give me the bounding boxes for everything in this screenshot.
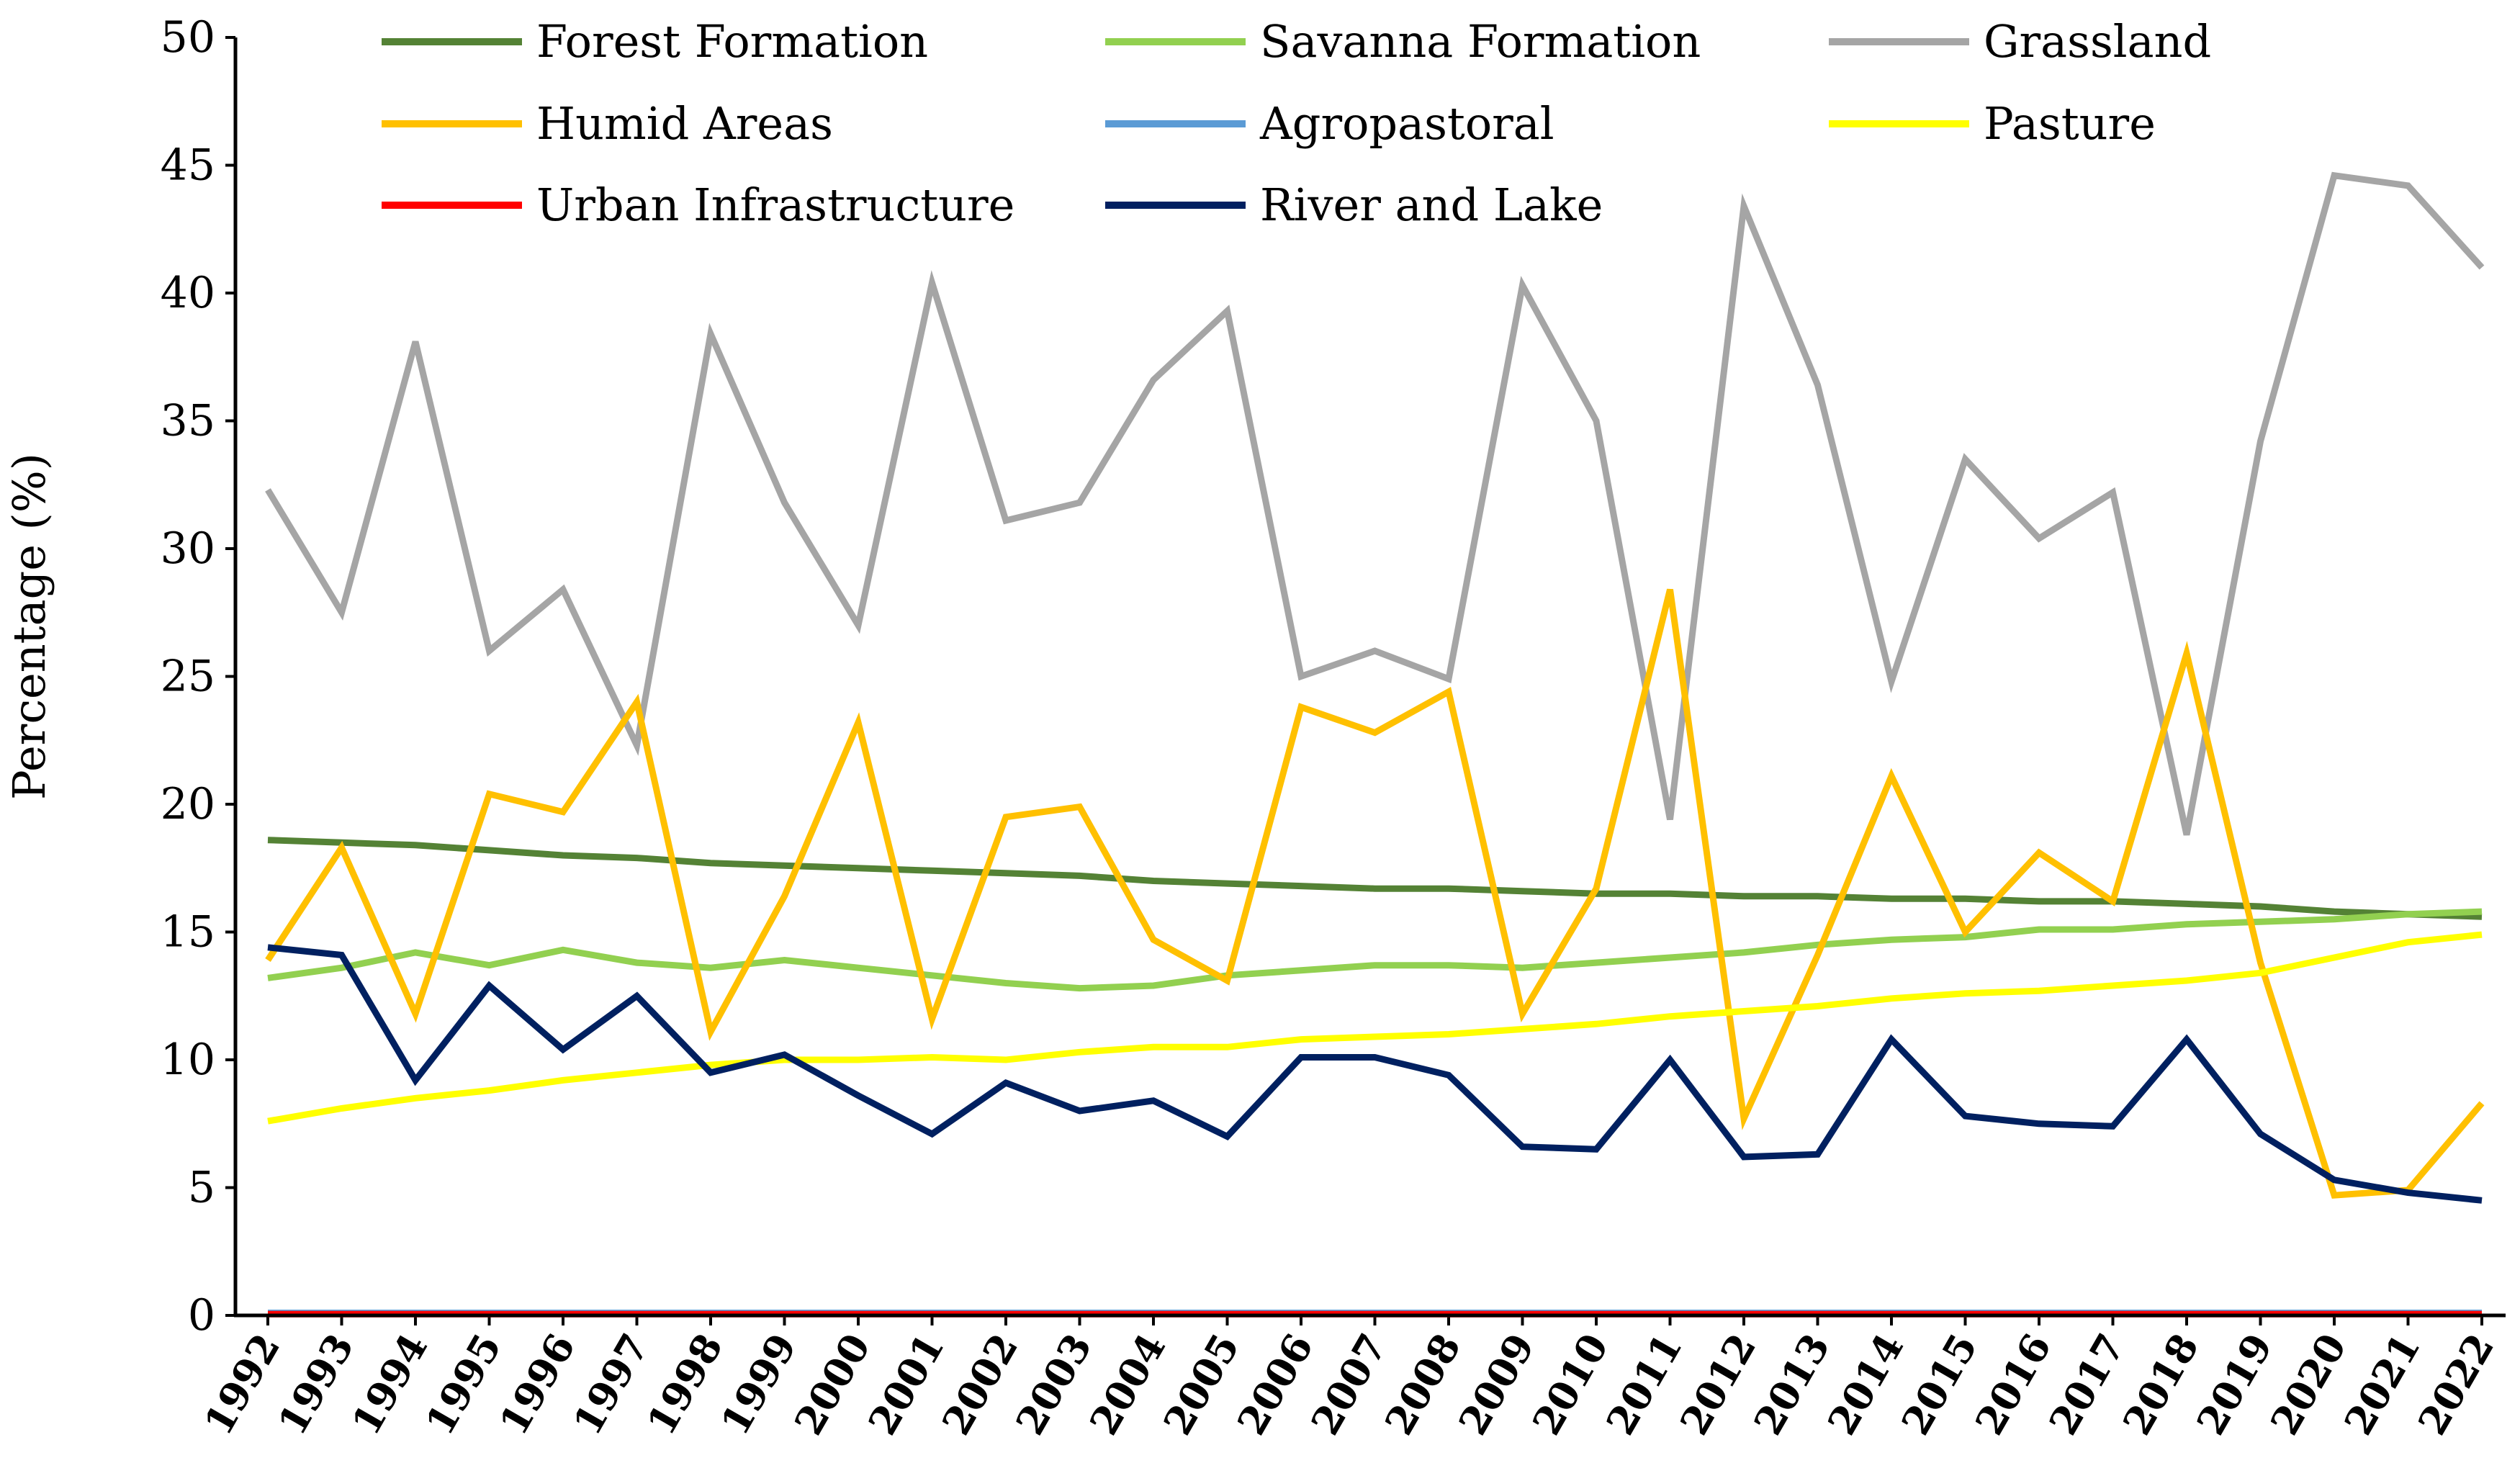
x-tick-label: 1994 bbox=[343, 1326, 437, 1443]
x-tick-label: 2019 bbox=[2187, 1326, 2282, 1443]
x-tick-label: 2003 bbox=[1007, 1326, 1101, 1443]
y-tick-label: 50 bbox=[161, 12, 215, 63]
x-tick-label: 2020 bbox=[2262, 1326, 2356, 1443]
legend-label-forest-formation: Forest Formation bbox=[536, 15, 928, 68]
x-tick-label: 1999 bbox=[711, 1326, 806, 1443]
legend-label-pasture: Pasture bbox=[1984, 97, 2156, 150]
y-tick-label: 35 bbox=[161, 396, 215, 446]
legend-label-savanna-formation: Savanna Formation bbox=[1260, 15, 1701, 68]
x-tick-label: 2002 bbox=[933, 1326, 1027, 1443]
legend-label-grassland: Grassland bbox=[1984, 15, 2211, 68]
y-tick-label: 45 bbox=[161, 140, 215, 191]
x-tick-label: 2022 bbox=[2409, 1326, 2503, 1443]
legend: Forest Formation Savanna Formation Grassla… bbox=[382, 15, 2211, 231]
x-tick-label: 2001 bbox=[859, 1326, 953, 1443]
x-tick-label: 2010 bbox=[1524, 1326, 1618, 1443]
x-tick-label: 2021 bbox=[2335, 1326, 2429, 1443]
x-tick-label: 2011 bbox=[1597, 1326, 1691, 1443]
series-line-humid-areas bbox=[265, 588, 2485, 1199]
y-tick-label: 0 bbox=[188, 1290, 215, 1341]
x-tick-label: 1995 bbox=[416, 1326, 510, 1443]
x-tick-label: 2017 bbox=[2040, 1326, 2134, 1443]
x-tick-label: 2000 bbox=[786, 1326, 880, 1443]
x-tick-label: 1993 bbox=[269, 1326, 363, 1443]
y-axis-title: Percentage (%) bbox=[3, 453, 55, 800]
x-tick-label: 2014 bbox=[1819, 1326, 1913, 1443]
x-tick-label: 1997 bbox=[564, 1326, 658, 1443]
y-tick-label: 40 bbox=[161, 268, 215, 318]
x-axis-ticks: 1992199319941995199619971998199920002001… bbox=[195, 1315, 2503, 1443]
y-tick-label: 15 bbox=[161, 907, 215, 958]
x-tick-label: 2009 bbox=[1449, 1326, 1544, 1443]
x-tick-label: 2013 bbox=[1745, 1326, 1839, 1443]
legend-label-agropastoral: Agropastoral bbox=[1259, 97, 1554, 150]
x-tick-label: 2004 bbox=[1081, 1326, 1175, 1443]
x-tick-label: 2005 bbox=[1154, 1326, 1248, 1443]
x-tick-label: 1996 bbox=[490, 1326, 585, 1443]
x-tick-label: 2006 bbox=[1228, 1326, 1323, 1443]
x-tick-label: 2012 bbox=[1671, 1326, 1765, 1443]
x-tick-label: 2007 bbox=[1302, 1326, 1396, 1443]
x-tick-label: 1992 bbox=[195, 1326, 289, 1443]
x-tick-label: 2015 bbox=[1892, 1326, 1986, 1443]
series-line-river-and-lake bbox=[267, 944, 2483, 1204]
y-tick-label: 25 bbox=[161, 652, 215, 702]
legend-label-river-and-lake: River and Lake bbox=[1260, 179, 1603, 231]
y-tick-label: 5 bbox=[188, 1163, 215, 1213]
x-tick-label: 2008 bbox=[1376, 1326, 1470, 1443]
axes bbox=[233, 37, 2506, 1318]
series-line-savanna-formation bbox=[267, 908, 2483, 992]
series-lines bbox=[265, 171, 2485, 1318]
series-line-pasture bbox=[267, 931, 2483, 1125]
y-axis-ticks: 0 5 10 15 20 25 30 35 40 45 50 bbox=[161, 12, 235, 1341]
y-tick-label: 20 bbox=[161, 779, 215, 829]
series-line-forest-formation bbox=[267, 837, 2483, 920]
series-line-grassland bbox=[265, 171, 2485, 836]
legend-label-humid-areas: Humid Areas bbox=[536, 97, 833, 150]
legend-label-urban-infrastructure: Urban Infrastructure bbox=[536, 179, 1014, 231]
x-tick-label: 2018 bbox=[2114, 1326, 2208, 1443]
x-tick-label: 1998 bbox=[638, 1326, 732, 1443]
x-tick-label: 2016 bbox=[1966, 1326, 2061, 1443]
y-tick-label: 30 bbox=[161, 523, 215, 574]
y-tick-label: 10 bbox=[161, 1035, 215, 1085]
